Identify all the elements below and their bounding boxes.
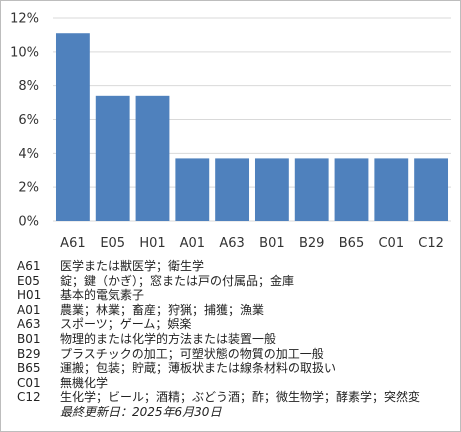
- bars: [55, 33, 449, 221]
- legend-description: 農業；林業；畜産；狩猟；捕獲；漁業: [60, 302, 265, 317]
- x-tick-label: A01: [180, 236, 205, 251]
- legend-description: 物理的または化学的方法または装置一般: [60, 331, 277, 346]
- y-tick-label: 8%: [18, 79, 39, 94]
- legend-description: 生化学；ビール；酒精；ぶどう酒；酢；微生物学；酵素学；突然変: [60, 390, 421, 405]
- legend-item: B29 プラスチックの加工；可塑状態の物質の加工一般: [17, 347, 457, 362]
- legend-description: 無機化学: [60, 375, 109, 390]
- legend-description: 運搬；包装；貯蔵；薄板状または線条材料の取扱い: [60, 361, 337, 376]
- bar-h01: [135, 95, 170, 221]
- bar-c01: [374, 158, 409, 221]
- x-axis-ticks: A61 E05 H01 A01 A63 B01 B29 B65 C01 C12: [60, 236, 444, 251]
- category-legend: A61 医学または獣医学；衛生学 E05 錠；鍵（かぎ）；窓または戸の付属品；金…: [17, 259, 457, 420]
- legend-code: B29: [17, 346, 41, 361]
- legend-item: A61 医学または獣医学；衛生学: [17, 259, 457, 274]
- bar-a63: [215, 158, 250, 221]
- legend-code: C01: [17, 375, 41, 390]
- y-tick-label: 2%: [18, 181, 39, 196]
- legend-description: 医学または獣医学；衛生学: [60, 259, 205, 273]
- legend-description: プラスチックの加工；可塑状態の物質の加工一般: [60, 346, 324, 361]
- x-tick-label: B01: [259, 236, 284, 251]
- y-axis-ticks: 0% 2% 4% 6% 8% 10% 12%: [10, 12, 39, 230]
- bar-a61: [55, 33, 90, 221]
- x-tick-label: C12: [418, 236, 444, 251]
- bar-b65: [334, 158, 369, 221]
- last-updated-note: 最終更新日：2025年6月30日: [60, 404, 222, 419]
- y-tick-label: 4%: [18, 147, 39, 162]
- legend-code: A63: [17, 317, 41, 332]
- y-tick-label: 0%: [18, 215, 39, 230]
- legend-item: H01 基本的電気素子: [17, 288, 457, 303]
- y-tick-label: 10%: [10, 45, 39, 60]
- legend-code: C12: [17, 390, 41, 405]
- legend-code: A61: [17, 259, 41, 273]
- x-tick-label: H01: [139, 236, 165, 251]
- x-tick-label: A63: [219, 236, 244, 251]
- x-tick-label: B65: [339, 236, 364, 251]
- legend-code: H01: [17, 288, 42, 303]
- legend-item: C12 生化学；ビール；酒精；ぶどう酒；酢；微生物学；酵素学；突然変: [17, 390, 457, 405]
- legend-item: C01 無機化学: [17, 376, 457, 391]
- x-tick-label: E05: [100, 236, 125, 251]
- y-tick-label: 6%: [18, 113, 39, 128]
- legend-item: A63 スポーツ；ゲーム；娯楽: [17, 317, 457, 332]
- bar-e05: [95, 95, 130, 221]
- x-tick-label: A61: [60, 236, 85, 251]
- x-tick-label: B29: [299, 236, 324, 251]
- legend-description: スポーツ；ゲーム；娯楽: [60, 317, 192, 332]
- legend-description: 錠；鍵（かぎ）；窓または戸の付属品；金庫: [60, 273, 295, 288]
- bar-c12: [414, 158, 449, 221]
- y-tick-label: 12%: [10, 12, 39, 27]
- legend-code: A01: [17, 302, 41, 317]
- legend-description: 基本的電気素子: [60, 288, 145, 303]
- legend-item: B65 運搬；包装；貯蔵；薄板状または線条材料の取扱い: [17, 361, 457, 376]
- bar-b29: [294, 158, 329, 221]
- bar-a01: [175, 158, 210, 221]
- bar-chart: 0% 2% 4% 6% 8% 10% 12% A61 E05 H01 A01 A63 B01 B29 B6…: [10, 12, 451, 251]
- legend-item: E05 錠；鍵（かぎ）；窓または戸の付属品；金庫: [17, 274, 457, 289]
- legend-code: B01: [17, 331, 41, 346]
- legend-item: A01 農業；林業；畜産；狩猟；捕獲；漁業: [17, 303, 457, 318]
- x-tick-label: C01: [378, 236, 404, 251]
- legend-code: E05: [17, 273, 40, 288]
- legend-item: B01 物理的または化学的方法または装置一般: [17, 332, 457, 347]
- legend-code: B65: [17, 361, 41, 376]
- bar-b01: [254, 158, 289, 221]
